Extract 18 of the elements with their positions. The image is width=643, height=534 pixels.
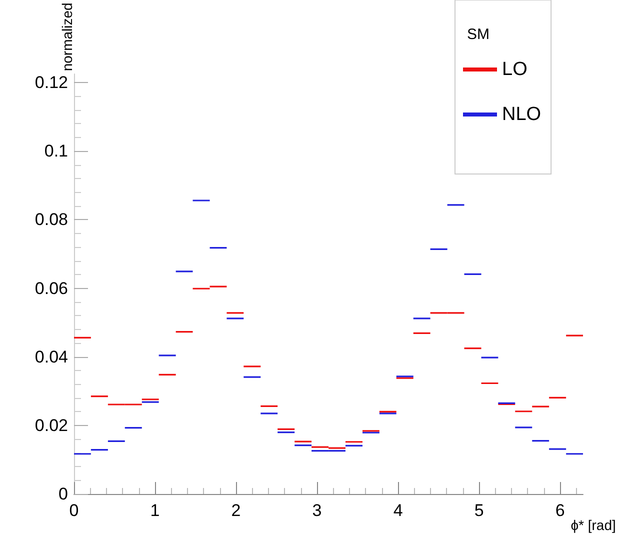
y-tick-label: 0.06 bbox=[34, 278, 68, 298]
legend-label: NLO bbox=[502, 104, 542, 125]
y-axis-title: normalized bbox=[59, 2, 75, 72]
x-tick-label: 2 bbox=[231, 501, 241, 520]
x-tick-label: 5 bbox=[474, 501, 484, 520]
x-tick-label: 3 bbox=[312, 501, 322, 520]
x-axis-title: ϕ* [rad] bbox=[570, 517, 616, 533]
x-tick-label: 1 bbox=[150, 501, 160, 520]
y-tick-label: 0.12 bbox=[34, 73, 68, 92]
x-tick-label: 4 bbox=[393, 501, 403, 520]
y-tick-label: 0.1 bbox=[44, 142, 68, 161]
y-tick-label: 0.08 bbox=[34, 210, 68, 230]
x-tick-label: 6 bbox=[555, 501, 565, 520]
legend-label: LO bbox=[502, 59, 528, 80]
y-tick-label: 0 bbox=[58, 484, 68, 504]
legend-title: SM bbox=[467, 26, 490, 43]
y-tick-label: 0.02 bbox=[34, 416, 68, 435]
y-tick-label: 0.04 bbox=[34, 347, 68, 366]
